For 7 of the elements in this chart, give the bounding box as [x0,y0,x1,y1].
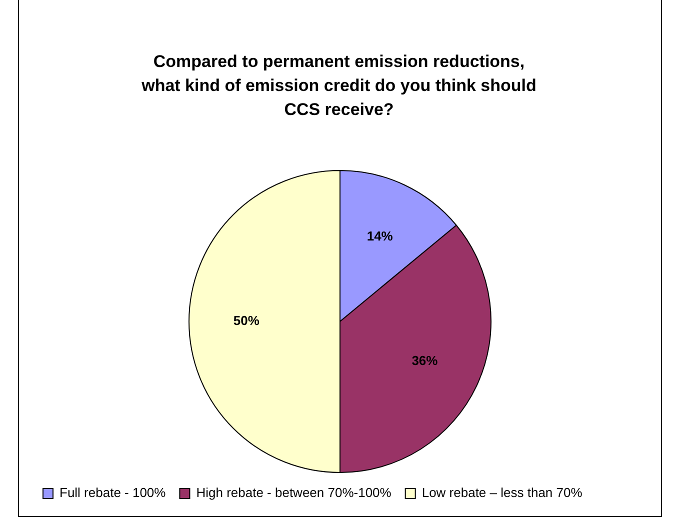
legend-label: Low rebate – less than 70% [422,485,583,500]
chart-title: Compared to permanent emission reductions, what kind of emission credit do you think should CCS receive? [140,51,538,121]
data-label: 14% [366,228,394,244]
legend-label: Full rebate - 100% [60,485,166,500]
data-label: 36% [412,352,438,368]
legend-label: High rebate - between 70%-100% [196,485,392,500]
data-label: 50% [233,313,260,328]
